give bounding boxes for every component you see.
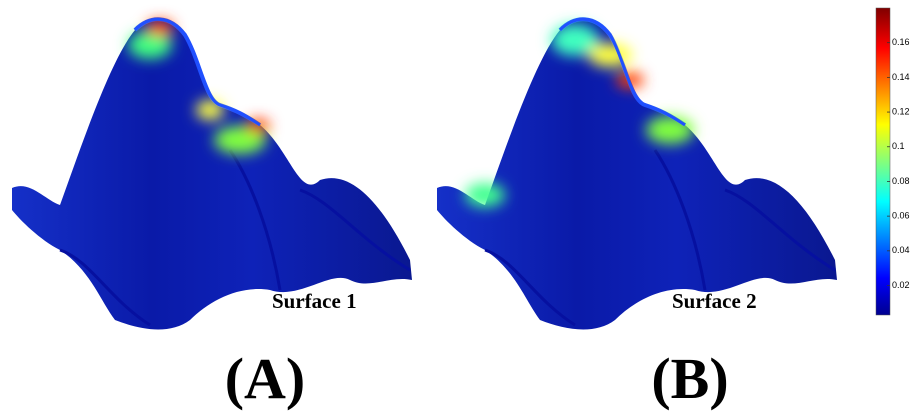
surface-label: Surface 2 xyxy=(672,289,757,313)
colorbar xyxy=(876,8,890,315)
panel-label: (A) xyxy=(225,346,306,411)
colorbar-tick-label: 0.14 xyxy=(892,72,910,82)
colorbar-tick-label: 0.12 xyxy=(892,106,910,116)
colorbar-tick-label: 0.16 xyxy=(892,37,910,47)
panel-label: (B) xyxy=(651,346,728,411)
colorbar-tick-label: 0.1 xyxy=(892,141,905,151)
colorbar-tick-label: 0.02 xyxy=(892,280,910,290)
figure: Surface 1 Surface 2 (A) (B) 0.02 0.04 0.06… xyxy=(0,0,914,416)
surface-1 xyxy=(12,19,412,329)
surface-2 xyxy=(437,19,837,329)
colorbar-tick-label: 0.06 xyxy=(892,211,910,221)
colorbar-tick-label: 0.08 xyxy=(892,176,910,186)
colorbar-tick-label: 0.04 xyxy=(892,245,910,255)
surface-label: Surface 1 xyxy=(272,289,357,313)
